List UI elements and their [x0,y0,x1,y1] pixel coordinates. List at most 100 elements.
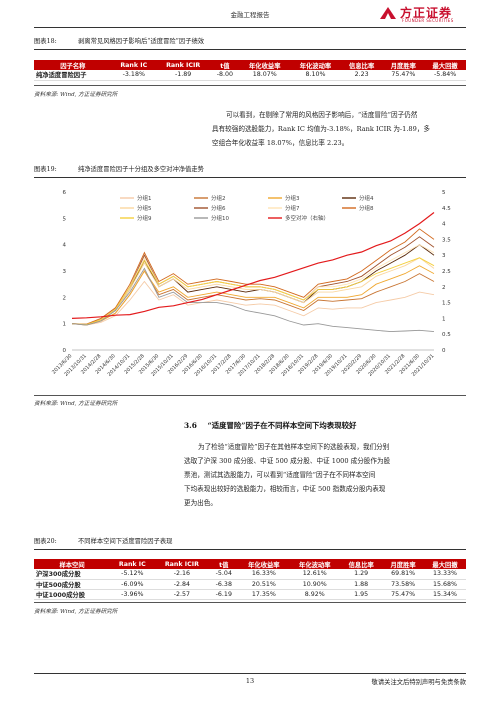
logo-text-en: FOUNDER SECURITIES [402,18,454,23]
y-right-tick-label: 5 [442,190,446,196]
table-cell: 17.35% [238,589,290,600]
column-header: Rank IC [111,60,156,70]
paragraph-line: 下均表现出较好的选股能力，相较而言，中证 500 指数成分股内表现 [184,485,386,493]
column-header: 年化波动率 [290,60,341,70]
table-cell: -6.38 [209,579,239,590]
series-line [71,280,435,326]
legend-label: 多空对冲（右轴） [285,214,329,222]
y-left-tick-label: 2 [63,295,67,301]
table-cell: 18.07% [239,70,291,81]
legend-label: 分组9 [137,214,152,222]
figure-18-source-rule [34,85,466,86]
table-cell: -6.09% [110,579,155,590]
series-line [71,212,435,319]
series-line [71,257,435,325]
column-header: Rank ICIR [154,559,210,569]
table-cell: 75.47% [382,589,425,600]
table-row: 纯净适度冒险因子 -3.18% -1.89 -8.00 18.07% 8.10% 2.23 7… [34,70,466,81]
legend-label: 分组3 [285,194,300,202]
figure-18-caption: 剥离常见风格因子影响后“适度冒险”因子绩效 [78,38,205,45]
logo-text-cn: 方正证券 [400,6,453,20]
column-header: 月度胜率 [382,60,425,70]
series-line [71,265,435,326]
paragraph-line: 具有较强的选股能力，Rank IC 均值为-3.18%，Rank ICIR 为-… [212,125,431,133]
legend-label: 分组8 [359,204,374,212]
net-value-line-chart: 012345600.511.522.533.544.552013/6/30201… [51,190,451,378]
table-cell: -5.12% [110,569,155,580]
table-row: 沪深300成分股 -5.12% -2.16 -5.04 16.33% 12.61% 1.29… [34,569,466,580]
table-row: 中证1000成分股 -3.96% -2.57 -6.19 17.35% 8.92% 1.95… [34,589,466,600]
paragraph-line: 票池，测试其选股能力，可以看到“适度冒险”因子在不同样本空间 [184,471,376,479]
figure-18-rule [34,49,466,50]
figure-20-caption: 不同样本空间下适度冒险因子表现 [78,538,173,545]
table-cell: 12.61% [289,569,341,580]
figure-18-label: 图表18: [34,38,57,45]
table-cell: 8.10% [290,70,341,81]
legend-label: 分组7 [285,204,300,212]
legend-label: 分组6 [211,204,226,212]
column-header: 年化波动率 [289,559,341,569]
table-cell: 10.90% [289,579,341,590]
table-cell: -1.89 [155,70,211,81]
table-cell: 69.81% [382,569,425,580]
figure-20-source-rule [34,602,466,603]
table-cell: 中证500成分股 [34,579,111,590]
table-cell: -5.84% [424,70,466,81]
series-line [71,270,435,326]
table-cell: 75.47% [382,70,425,81]
column-header: 样本空间 [34,559,111,569]
y-left-tick-label: 1 [63,322,67,328]
section-title: “适度冒险”因子在不同样本空间下均表现较好 [207,421,357,430]
column-header: 最大回撤 [424,60,466,70]
column-header: 月度胜率 [382,559,425,569]
figure-19-source: 资料来源: Wind, 方正证券研究所 [34,401,118,407]
figure-19-label: 图表19: [34,166,57,173]
legend-label: 分组4 [359,194,374,202]
figure-19-title: 图表19: 纯净适度冒险因子十分组及多空对冲净值走势 [34,164,466,176]
section-heading: 3.6 “适度冒险”因子在不同样本空间下均表现较好 [184,420,474,431]
y-left-tick-label: 4 [63,243,67,249]
y-right-tick-label: 2.5 [442,269,451,275]
column-header: 年化收益率 [238,559,290,569]
table-cell: 20.51% [238,579,290,590]
table-cell: -6.19 [209,589,239,600]
y-right-tick-label: 0.5 [442,332,451,338]
table-cell: 1.88 [340,579,383,590]
founder-securities-logo: 方正证券 FOUNDER SECURITIES [378,4,470,26]
paragraph-1: 可以看到，在剔除了常用的风格因子影响后，“适度冒险”因子仍然具有较强的选股能力，… [212,108,470,150]
y-right-tick-label: 2 [442,285,446,291]
footer-disclaimer: 敬请关注文后特别声明与免责条款 [371,679,466,686]
paragraph-line: 可以看到，在剔除了常用的风格因子影响后，“适度冒险”因子仍然 [226,111,418,119]
table-cell: -2.84 [154,579,210,590]
table-cell: 纯净适度冒险因子 [34,70,112,81]
table-cell: -8.00 [210,70,240,81]
figure-20-label: 图表20: [34,538,57,545]
report-header-title: 金融工程报告 [230,11,270,19]
figure-18-source: 资料来源: Wind, 方正证券研究所 [34,92,118,98]
legend-label: 分组5 [137,204,152,212]
section-number: 3.6 [184,421,197,430]
figure-20-table: 样本空间 Rank IC Rank ICIR t值 年化收益率 年化波动率 信息比率 月度胜率… [34,559,466,600]
column-header: 信息比率 [340,60,383,70]
y-left-tick-label: 0 [63,348,67,354]
figure-18-title: 图表18: 剥离常见风格因子影响后“适度冒险”因子绩效 [34,36,466,48]
paragraph-line: 选取了沪深 300 成分股、中证 500 成分股、中证 1000 成分股作为股 [184,457,391,465]
figure-19-caption: 纯净适度冒险因子十分组及多空对冲净值走势 [78,166,204,173]
table-cell: 沪深300成分股 [34,569,111,580]
figure-19-source-rule [34,395,466,396]
series-line [71,236,435,325]
y-right-tick-label: 1 [442,316,446,322]
y-right-tick-label: 3 [442,253,446,259]
y-right-tick-label: 4 [442,222,446,228]
table-cell: -3.96% [110,589,155,600]
figure-19-chart: 0 1 2 3 4 5 6 0 0.5 1 1.5 2 2.5 3 3.5 4 4.5 5 2013/6/30 201… [34,180,466,392]
table-cell: 1.95 [340,589,383,600]
paragraph-line: 为了检验“适度冒险”因子在其他样本空间下的选股表现，我们分别 [198,443,390,451]
logo-mark-icon [380,7,396,19]
legend-label: 分组10 [211,214,229,222]
column-header: Rank IC [110,559,155,569]
figure-18-table: 因子名称 Rank IC Rank ICIR t值 年化收益率 年化波动率 信息比率 月度胜率… [34,60,466,81]
table-cell: 16.33% [238,569,290,580]
table-cell: -3.18% [111,70,156,81]
figure-20-title: 图表20: 不同样本空间下适度冒险因子表现 [34,536,466,548]
